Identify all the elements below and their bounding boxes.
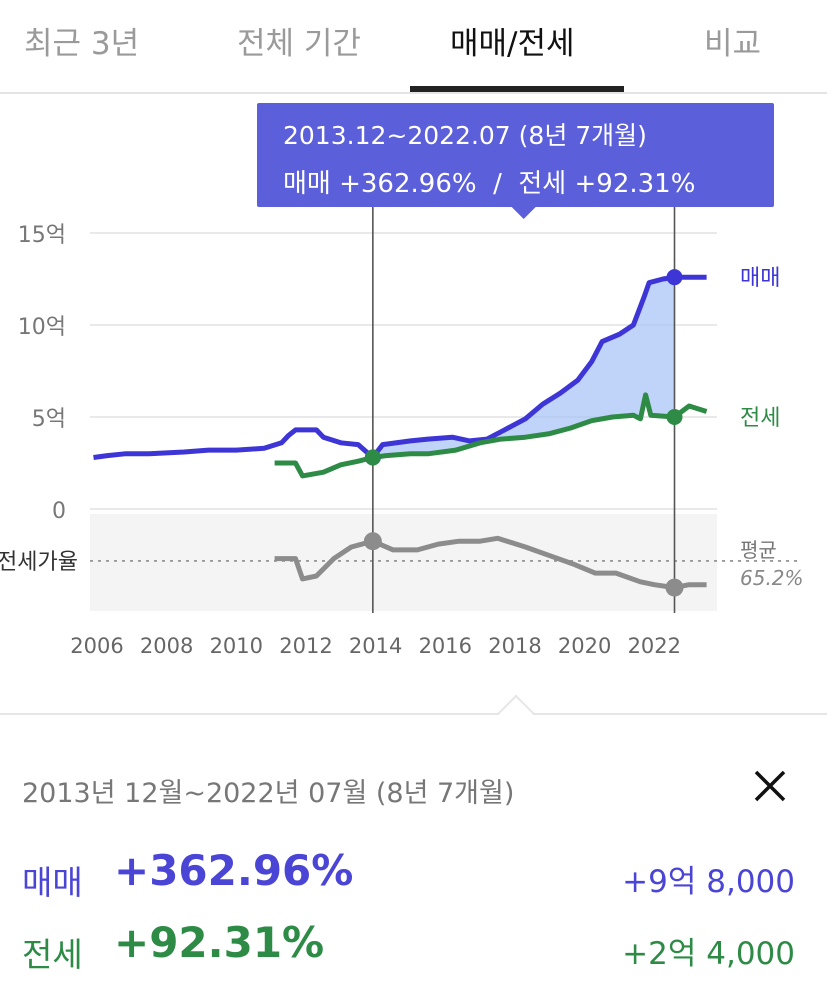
- ratio-marker: [363, 532, 382, 551]
- tab-recent-3-years[interactable]: 최근 3년: [24, 26, 140, 62]
- x-tick-label: 2020: [558, 634, 611, 658]
- tooltip-change: 매매 +362.96% / 전세 +92.31%: [283, 169, 695, 199]
- tab-bar: 최근 3년 전체 기간 매매/전세 비교: [0, 0, 827, 94]
- x-tick-label: 2010: [210, 634, 263, 658]
- jeonse-marker: [666, 409, 683, 425]
- jeonse-marker: [364, 449, 381, 466]
- sale-label: 매매: [22, 863, 83, 902]
- selection-fill-area: [372, 277, 675, 458]
- summary-period: 2013년 12월~2022년 07월 (8년 7개월): [22, 778, 515, 809]
- ratio-panel-bg: [90, 514, 717, 611]
- y-tick-label: 0: [52, 499, 66, 524]
- sale-marker: [666, 269, 683, 286]
- x-tick-label: 2016: [419, 634, 472, 658]
- selection-tooltip: [257, 103, 774, 207]
- tab-sale-jeonse[interactable]: 매매/전세: [450, 26, 575, 62]
- close-icon[interactable]: [746, 762, 794, 810]
- ratio-average-value: 65.2%: [740, 566, 804, 590]
- tab-compare[interactable]: 비교: [704, 26, 762, 62]
- sale-series-line: [93, 274, 707, 460]
- x-tick-label: 2006: [70, 634, 123, 658]
- y-tick-label: 15억: [18, 223, 66, 248]
- jeonse-percent: +92.31%: [114, 918, 325, 967]
- divider: [0, 713, 827, 715]
- y-tick-label: 10억: [18, 315, 66, 340]
- jeonse-amount: +2억 4,000: [622, 936, 795, 972]
- x-tick-label: 2022: [628, 634, 681, 658]
- tooltip-period: 2013.12~2022.07 (8년 7개월): [283, 121, 647, 150]
- x-tick-label: 2018: [488, 634, 541, 658]
- jeonse-series-label: 전세: [740, 406, 780, 431]
- jeonse-label: 전세: [22, 935, 83, 974]
- x-tick-label: 2014: [349, 634, 402, 658]
- sale-amount: +9억 8,000: [622, 864, 795, 900]
- sale-series-label: 매매: [740, 266, 780, 291]
- tooltip-pointer: [511, 207, 536, 219]
- tab-all-period[interactable]: 전체 기간: [237, 26, 361, 62]
- x-tick-label: 2012: [279, 634, 332, 658]
- summary-panel: 2013년 12월~2022년 07월 (8년 7개월) 매매 +362.96%…: [0, 716, 827, 996]
- sale-percent: +362.96%: [114, 846, 354, 895]
- ratio-average-label: 평균: [740, 538, 777, 562]
- summary-row-sale: 매매 +362.96% +9억 8,000: [0, 846, 827, 906]
- x-tick-label: 2008: [140, 634, 193, 658]
- jeonse-series-line: [274, 392, 708, 479]
- summary-row-jeonse: 전세 +92.31% +2억 4,000: [0, 918, 827, 978]
- ratio-series-line: [274, 535, 707, 591]
- y-tick-label: 5억: [32, 407, 66, 432]
- ratio-marker: [665, 578, 684, 597]
- ratio-label: 전세가율: [0, 550, 78, 575]
- active-tab-indicator: [410, 86, 624, 92]
